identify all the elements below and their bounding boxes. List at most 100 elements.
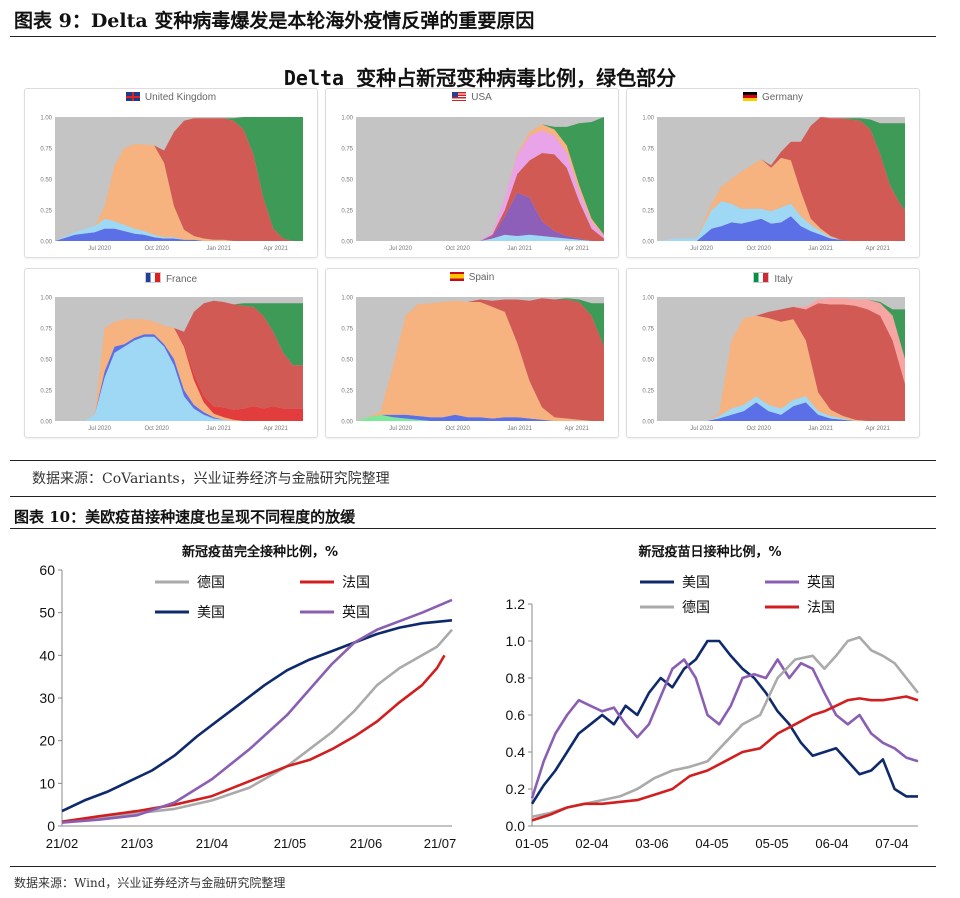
y-tick-label: 0.00: [341, 240, 353, 246]
line-chart-cumulative: 新冠疫苗完全接种比例，% 0 10 20 30 40 50 60 21/02 21/03 21/04…: [39, 544, 456, 851]
divider: [10, 496, 936, 497]
variant-area-3: [657, 117, 905, 241]
x-tick-label: 04-05: [695, 836, 728, 851]
y-tick-label: 0.25: [642, 209, 654, 215]
variant-area-3: [657, 303, 905, 421]
area-chart-france: 0.00 0.25 0.50 0.75 1.00 Jul 2020 Oct 2020 Jan …: [40, 296, 303, 432]
x-tick-label: 06-04: [815, 836, 848, 851]
y-tick-label: 1.00: [341, 296, 353, 302]
y-tick-label: 40: [39, 647, 55, 663]
area-chart-italy: 0.00 0.25 0.50 0.75 1.00 Jul 2020 Oct 2020 Jan …: [642, 296, 905, 432]
variant-area-4: [55, 117, 303, 241]
y-tick-label: 0.25: [642, 389, 654, 395]
x-tick-label: Jan 2021: [808, 426, 833, 432]
x-tick-label: Jul 2020: [88, 246, 111, 252]
panel-title: Germany: [761, 92, 804, 103]
y-tick-label: 0.75: [341, 327, 353, 333]
series-line-1: [61, 654, 446, 823]
y-tick-label: 0.50: [341, 178, 353, 184]
variant-panel-spain: Spain 0.00 0.25 0.50 0.75 1.00 Jul 2020 Oct 20…: [325, 268, 619, 438]
x-tick-label: Jul 2020: [690, 246, 713, 252]
x-tick-label: Apr 2021: [264, 426, 289, 432]
x-tick-label: Jul 2020: [88, 426, 111, 432]
x-tick-label: 01-05: [515, 836, 548, 851]
series-line-3: [61, 598, 453, 824]
x-tick-label: 21/06: [350, 836, 383, 851]
y-tick-label: 0.00: [642, 420, 654, 426]
series-line-1: [530, 658, 919, 799]
y-tick-label: 0.4: [506, 744, 526, 760]
y-tick-label: 1.0: [506, 633, 526, 649]
x-tick-label: Jul 2020: [389, 426, 412, 432]
chart-title: 新冠疫苗日接种比例，%: [638, 544, 781, 560]
panel-title: Spain: [468, 272, 495, 283]
x-tick-label: Jan 2021: [507, 246, 532, 252]
variant-area-1: [356, 414, 604, 421]
variant-area-2: [657, 315, 905, 421]
x-tick-label: 02-04: [575, 836, 608, 851]
variant-area-3: [55, 319, 303, 421]
y-tick-label: 0.25: [40, 209, 52, 215]
y-tick-label: 0.75: [341, 147, 353, 153]
spain-flag-icon: [449, 272, 464, 281]
variant-area-5: [356, 117, 604, 241]
x-tick-label: Apr 2021: [565, 246, 590, 252]
series-line-3: [531, 695, 919, 822]
x-tick-label: Apr 2021: [866, 426, 891, 432]
legend-label: 英国: [342, 604, 370, 621]
x-tick-label: Oct 2020: [446, 426, 471, 432]
y-tick-label: 0.50: [40, 358, 52, 364]
france-flag-icon: [144, 272, 161, 283]
y-tick-label: 0.50: [40, 178, 52, 184]
variant-area-2: [55, 144, 303, 241]
y-tick-label: 30: [39, 690, 55, 706]
y-tick-label: 0.75: [642, 147, 654, 153]
x-tick-label: 21/02: [46, 836, 79, 851]
x-tick-label: 07-04: [875, 836, 908, 851]
variant-area-1: [55, 218, 303, 241]
variant-panel-uk: United Kingdom 0.00 0.25 0.50 0.75 1.00 Jul 2…: [24, 88, 318, 258]
x-tick-label: Jan 2021: [808, 246, 833, 252]
variant-area-4: [55, 300, 303, 421]
italy-flag-icon: [753, 272, 770, 283]
y-tick-label: 0: [47, 818, 55, 834]
y-tick-label: 0.00: [40, 240, 52, 246]
x-tick-label: 21/03: [121, 836, 154, 851]
y-tick-label: 0.0: [506, 818, 526, 834]
variant-area-0: [55, 228, 303, 241]
variant-area-2: [657, 157, 905, 241]
uk-flag-icon: [125, 92, 140, 101]
legend-label: 美国: [682, 575, 710, 591]
x-tick-label: Oct 2020: [747, 426, 772, 432]
area-chart-usa: 0.00 0.25 0.50 0.75 1.00 Jul 2020 Oct 2020 Jan …: [341, 116, 604, 252]
x-tick-label: 21/04: [196, 836, 229, 851]
legend-label: 法国: [807, 600, 835, 616]
figure9-source: 数据来源：CoVariants，兴业证券经济与金融研究院整理: [32, 471, 390, 487]
variant-area-1: [657, 201, 905, 241]
x-tick-label: Jan 2021: [206, 426, 231, 432]
y-tick-label: 0.00: [642, 240, 654, 246]
divider: [10, 460, 936, 461]
variant-panel-italy: Italy 0.00 0.25 0.50 0.75 1.00 Jul 2020 Oct 20…: [626, 268, 920, 438]
divider: [10, 528, 936, 529]
y-tick-label: 1.00: [40, 116, 52, 122]
series-line-0: [530, 639, 918, 805]
legend-label: 德国: [197, 575, 225, 591]
y-tick-label: 0.25: [40, 389, 52, 395]
x-tick-label: 05-05: [755, 836, 788, 851]
variant-area-1: [55, 334, 303, 421]
panel-title: United Kingdom: [144, 92, 217, 103]
y-tick-label: 1.00: [642, 296, 654, 302]
variant-area-4: [657, 298, 905, 421]
variant-area-0: [356, 414, 604, 421]
figure10-title: 图表 10：美欧疫苗接种速度也呈现不同程度的放缓: [14, 508, 356, 526]
y-tick-label: 0.50: [642, 178, 654, 184]
y-tick-label: 1.2: [506, 596, 526, 612]
y-tick-label: 1.00: [642, 116, 654, 122]
y-tick-label: 0.75: [642, 327, 654, 333]
x-tick-label: Oct 2020: [145, 246, 170, 252]
x-tick-label: Jul 2020: [690, 426, 713, 432]
y-tick-label: 0.50: [341, 358, 353, 364]
variant-area-4: [657, 117, 905, 241]
legend-label: 法国: [342, 575, 370, 591]
